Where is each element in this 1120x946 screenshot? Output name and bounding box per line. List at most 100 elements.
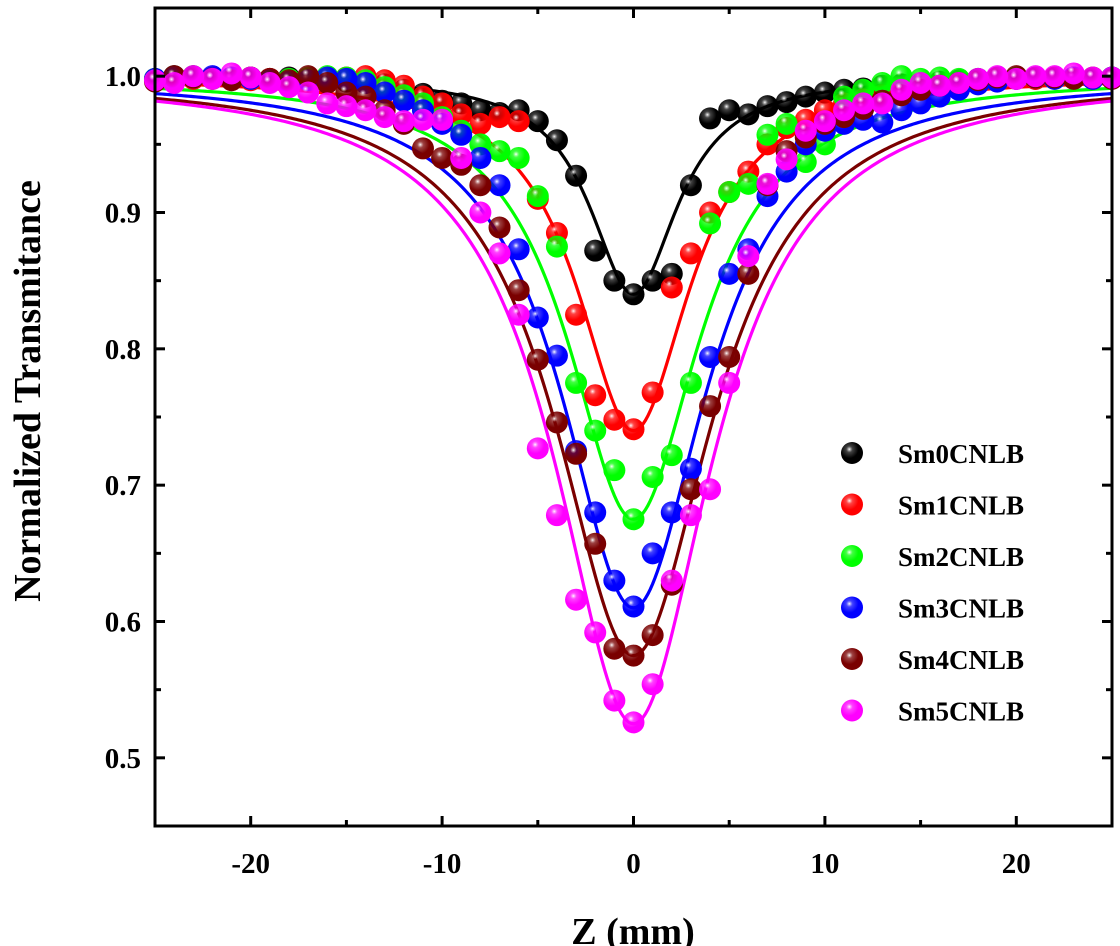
legend-marker bbox=[841, 648, 863, 670]
data-point bbox=[737, 245, 760, 268]
data-point bbox=[775, 148, 798, 171]
legend-item-Sm5CNLB: Sm5CNLB bbox=[841, 697, 1024, 727]
data-point bbox=[507, 303, 530, 326]
data-point bbox=[756, 123, 779, 146]
data-point bbox=[871, 111, 894, 134]
legend-label: Sm3CNLB bbox=[898, 594, 1024, 624]
data-point bbox=[603, 408, 626, 431]
data-point bbox=[277, 76, 300, 99]
data-point bbox=[679, 174, 702, 197]
data-point bbox=[488, 106, 511, 129]
data-point bbox=[718, 262, 741, 285]
data-point bbox=[833, 99, 856, 122]
legend-item-Sm0CNLB: Sm0CNLB bbox=[841, 439, 1024, 469]
data-point bbox=[603, 637, 626, 660]
data-point bbox=[373, 81, 396, 104]
data-point bbox=[813, 81, 836, 104]
data-point bbox=[871, 71, 894, 94]
data-point bbox=[890, 78, 913, 101]
legend-item-Sm2CNLB: Sm2CNLB bbox=[841, 542, 1024, 572]
data-point bbox=[565, 442, 588, 465]
y-axis-title: Normalized Transmitance bbox=[7, 180, 49, 602]
data-point bbox=[239, 66, 262, 89]
data-point bbox=[603, 459, 626, 482]
data-point bbox=[507, 279, 530, 302]
data-point bbox=[641, 465, 664, 488]
data-point bbox=[1024, 65, 1047, 88]
data-point bbox=[947, 71, 970, 94]
data-point bbox=[1043, 65, 1066, 88]
data-point bbox=[258, 71, 281, 94]
data-point bbox=[526, 306, 549, 329]
data-point bbox=[641, 624, 664, 647]
x-axis-ticks: -20 -10 0 10 20 bbox=[153, 8, 1114, 880]
plot-area bbox=[155, 8, 1112, 826]
data-point bbox=[622, 508, 645, 531]
data-point bbox=[699, 395, 722, 418]
data-point bbox=[469, 146, 492, 169]
data-point bbox=[488, 174, 511, 197]
data-points bbox=[144, 62, 1120, 734]
data-point bbox=[679, 457, 702, 480]
data-point bbox=[488, 140, 511, 163]
data-point bbox=[182, 65, 205, 88]
legend-marker bbox=[841, 699, 863, 722]
data-point bbox=[526, 437, 549, 460]
data-point bbox=[641, 542, 664, 565]
legend-marker bbox=[841, 442, 863, 464]
data-point bbox=[392, 89, 415, 112]
data-point bbox=[316, 71, 339, 94]
data-point bbox=[488, 216, 511, 239]
data-point bbox=[565, 371, 588, 394]
data-point bbox=[335, 95, 358, 118]
data-point bbox=[718, 99, 741, 122]
data-point bbox=[565, 303, 588, 326]
data-point bbox=[603, 269, 626, 292]
data-point bbox=[163, 71, 186, 94]
data-point bbox=[354, 99, 377, 122]
data-point bbox=[660, 501, 683, 524]
data-point bbox=[469, 174, 492, 197]
data-point bbox=[373, 106, 396, 129]
data-point bbox=[469, 112, 492, 135]
x-tick-label: 20 bbox=[1002, 848, 1031, 880]
data-point bbox=[699, 346, 722, 369]
data-point bbox=[622, 283, 645, 306]
data-point bbox=[699, 107, 722, 130]
data-point bbox=[622, 711, 645, 734]
data-point bbox=[565, 588, 588, 611]
legend-item-Sm4CNLB: Sm4CNLB bbox=[841, 645, 1024, 675]
data-point bbox=[679, 504, 702, 527]
y-tick-label: 0.7 bbox=[105, 470, 141, 502]
data-point bbox=[679, 478, 702, 501]
series-Sm5CNLB bbox=[144, 62, 1120, 734]
data-point bbox=[507, 238, 530, 261]
legend: Sm0CNLB Sm1CNLB Sm2CNLB Sm3CNLB Sm4CNLB Sm5CN… bbox=[841, 439, 1024, 727]
data-point bbox=[699, 212, 722, 235]
data-point bbox=[316, 92, 339, 115]
data-point bbox=[297, 81, 320, 104]
data-point bbox=[545, 344, 568, 367]
data-point bbox=[641, 673, 664, 696]
legend-item-Sm3CNLB: Sm3CNLB bbox=[841, 594, 1024, 624]
data-point bbox=[526, 185, 549, 208]
data-point bbox=[565, 164, 588, 187]
data-point bbox=[909, 71, 932, 94]
legend-marker bbox=[841, 545, 863, 567]
data-point bbox=[488, 242, 511, 265]
y-tick-label: 0.5 bbox=[105, 743, 141, 775]
data-point bbox=[622, 595, 645, 618]
data-point bbox=[967, 67, 990, 90]
data-point bbox=[679, 371, 702, 394]
data-point bbox=[737, 172, 760, 195]
x-tick-label: -10 bbox=[423, 848, 462, 880]
data-point bbox=[794, 85, 817, 108]
data-point bbox=[545, 235, 568, 258]
data-point bbox=[641, 269, 664, 292]
y-tick-label: 0.6 bbox=[105, 607, 141, 639]
x-tick-label: 10 bbox=[810, 848, 839, 880]
y-tick-label: 0.9 bbox=[105, 198, 141, 230]
data-point bbox=[871, 92, 894, 115]
data-point bbox=[545, 129, 568, 152]
data-point bbox=[1081, 66, 1104, 89]
